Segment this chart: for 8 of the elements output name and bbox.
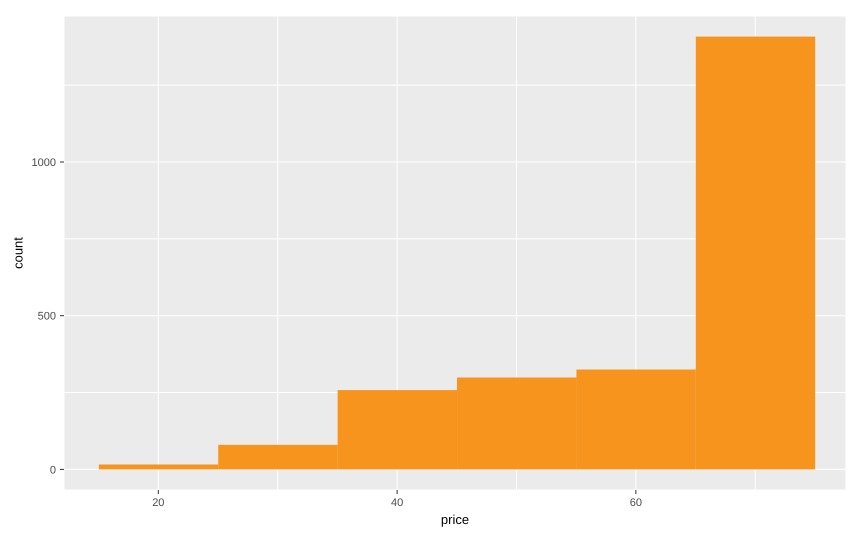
- y-axis-title: count: [10, 236, 26, 269]
- x-tick-label: 20: [152, 497, 164, 509]
- y-tick-label: 0: [50, 464, 56, 476]
- x-tick-label: 40: [390, 497, 404, 509]
- y-tick-label: 500: [38, 310, 56, 323]
- x-tick-label: 60: [630, 497, 642, 509]
- x-axis-title: price: [440, 512, 470, 527]
- y-tick-label: 1000: [32, 157, 56, 170]
